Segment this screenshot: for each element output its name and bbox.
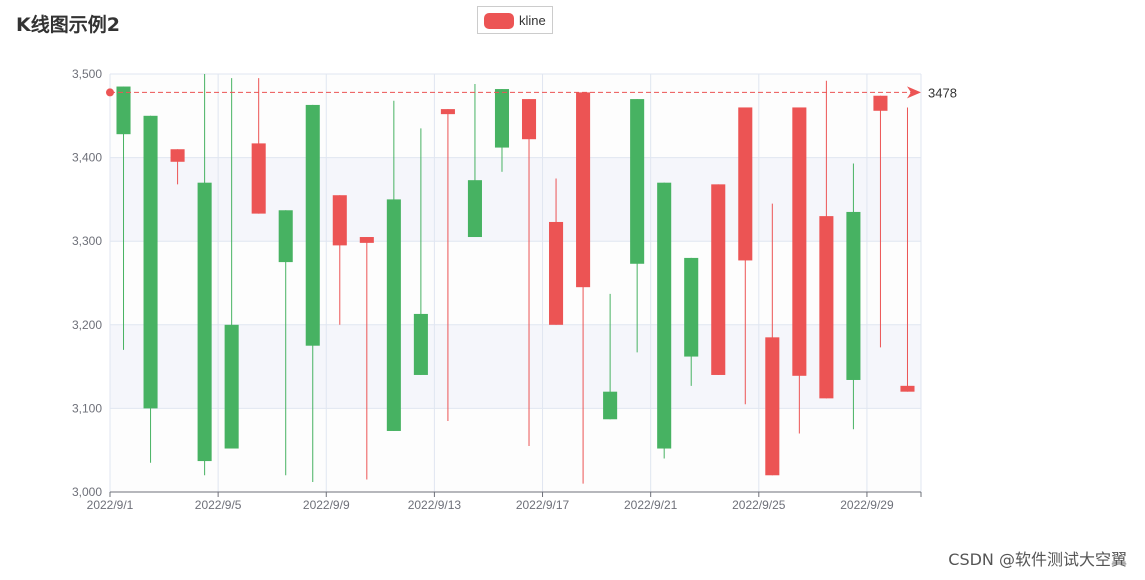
markline-arrow-icon xyxy=(907,86,921,99)
markline-label: 3478 xyxy=(928,85,957,100)
candle-body xyxy=(251,143,266,214)
candle-body xyxy=(521,99,537,140)
x-tick-label: 2022/9/13 xyxy=(408,498,462,512)
candle-body xyxy=(305,104,320,346)
x-tick-label: 2022/9/5 xyxy=(195,498,242,512)
split-band xyxy=(110,408,921,492)
candle-body xyxy=(873,95,888,111)
candle-body xyxy=(711,184,726,375)
watermark: CSDN @软件测试大空翼 xyxy=(948,550,1127,569)
candle-body xyxy=(413,313,428,375)
legend[interactable]: kline xyxy=(477,6,553,34)
candle-body xyxy=(630,99,645,264)
x-tick-label: 2022/9/25 xyxy=(732,498,786,512)
chart-title: K线图示例2 xyxy=(16,14,120,36)
split-band xyxy=(110,241,921,325)
x-tick-label: 2022/9/9 xyxy=(303,498,350,512)
y-tick-label: 3,400 xyxy=(72,151,102,165)
y-tick-label: 3,200 xyxy=(72,318,102,332)
candle-body xyxy=(359,237,374,243)
candle-body xyxy=(765,337,780,476)
candle-body xyxy=(549,221,564,325)
candle-body xyxy=(467,180,482,238)
candle-body xyxy=(197,182,212,462)
candle-body xyxy=(116,86,131,135)
y-tick-label: 3,500 xyxy=(72,67,102,81)
x-tick-label: 2022/9/21 xyxy=(624,498,678,512)
candle-body xyxy=(819,216,834,399)
candle-body xyxy=(440,109,455,115)
x-tick-label: 2022/9/17 xyxy=(516,498,570,512)
split-band xyxy=(110,157,921,242)
candle-body xyxy=(900,385,915,392)
candle-body xyxy=(494,89,510,148)
split-band xyxy=(110,74,921,158)
candle-body xyxy=(278,210,293,263)
candle-body xyxy=(170,149,185,162)
candle-body xyxy=(576,92,591,288)
legend-label-kline: kline xyxy=(519,13,546,28)
legend-swatch-kline xyxy=(484,13,514,29)
candle-body xyxy=(143,115,158,409)
candle-body xyxy=(603,391,618,420)
candle-body xyxy=(224,324,239,449)
candle-body xyxy=(332,195,347,246)
x-tick-label: 2022/9/1 xyxy=(87,498,134,512)
candle-body xyxy=(684,257,699,357)
y-tick-label: 3,100 xyxy=(72,401,102,415)
candle-body xyxy=(846,211,861,380)
candle-body xyxy=(792,107,807,376)
candle-body xyxy=(657,182,672,449)
candle-body xyxy=(386,199,401,431)
y-tick-label: 3,000 xyxy=(72,485,102,499)
candle-body xyxy=(738,107,753,261)
x-tick-label: 2022/9/29 xyxy=(840,498,894,512)
y-tick-label: 3,300 xyxy=(72,234,102,248)
split-band xyxy=(110,324,921,409)
